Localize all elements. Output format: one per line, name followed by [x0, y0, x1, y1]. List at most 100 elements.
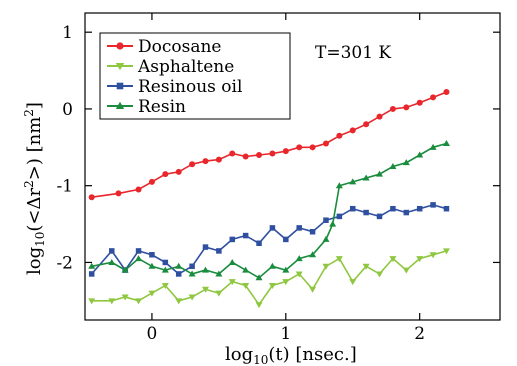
data-point: [376, 271, 384, 278]
data-point: [88, 262, 96, 269]
data-point: [188, 270, 196, 277]
data-point: [402, 267, 410, 274]
data-point: [215, 156, 222, 163]
data-point: [175, 262, 183, 269]
x-axis-label: log10(t) [nsec.]: [225, 344, 357, 366]
legend-entry: Resin: [107, 97, 186, 117]
data-point: [282, 279, 290, 286]
legend-label: Docosane: [138, 37, 222, 57]
data-point: [175, 271, 182, 277]
data-point: [121, 266, 129, 273]
legend-label: Asphaltene: [137, 57, 234, 77]
series-asphaltene: [88, 248, 450, 309]
data-point: [429, 252, 437, 259]
data-point: [135, 255, 143, 262]
data-point: [295, 255, 303, 262]
data-point: [430, 202, 436, 208]
data-point: [295, 271, 303, 278]
data-point: [162, 259, 169, 266]
data-point: [116, 82, 124, 90]
data-point: [335, 256, 343, 263]
legend-entry: Asphaltene: [107, 57, 234, 77]
data-point: [269, 150, 276, 157]
data-point: [201, 266, 209, 273]
data-point: [442, 248, 450, 255]
data-point: [349, 127, 356, 134]
data-point: [335, 182, 343, 189]
data-point: [362, 174, 370, 181]
data-point: [88, 271, 95, 277]
data-point: [403, 209, 410, 216]
legend-box: [99, 32, 291, 120]
data-point: [403, 104, 410, 111]
y-tick-label: -2: [56, 253, 73, 273]
data-point: [108, 258, 116, 265]
x-tick-label: 0: [147, 324, 158, 344]
data-point: [349, 279, 357, 286]
data-point: [216, 248, 222, 254]
data-point: [188, 294, 196, 301]
data-point: [115, 190, 122, 197]
plot-frame: [84, 12, 501, 321]
data-point: [336, 132, 343, 139]
axis-tick-labels: 0 1 2 1 0 -1 -2: [56, 23, 425, 344]
data-point: [283, 236, 289, 243]
data-point: [228, 279, 236, 286]
data-point: [256, 151, 263, 158]
x-tick-label: 1: [280, 324, 291, 344]
data-point: [363, 121, 370, 128]
data-point: [416, 205, 423, 212]
legend-label: Resinous oil: [138, 77, 242, 97]
temperature-annotation: T=301 K: [315, 43, 391, 63]
data-point: [228, 258, 236, 265]
data-point: [121, 294, 129, 301]
data-point: [255, 302, 263, 309]
data-point: [296, 144, 303, 151]
data-point: [256, 240, 262, 246]
data-point: [309, 286, 317, 293]
data-point: [282, 148, 289, 155]
data-point: [202, 158, 209, 165]
data-point: [215, 270, 223, 277]
data-point: [149, 252, 155, 258]
data-point: [242, 282, 250, 289]
data-point: [416, 256, 424, 263]
data-point: [376, 213, 383, 220]
data-point: [309, 144, 316, 151]
data-point: [201, 286, 209, 293]
data-point: [268, 262, 276, 269]
series-resin: [88, 139, 450, 281]
data-point: [115, 63, 125, 71]
series-layer: [88, 89, 450, 309]
legend-entry: Docosane: [107, 37, 222, 57]
y-axis-label: log10(<Δr2>) [nm2]: [22, 102, 47, 275]
data-point: [362, 263, 370, 270]
series-line: [91, 204, 447, 275]
data-point: [430, 94, 437, 101]
data-point: [309, 251, 317, 258]
data-point: [202, 244, 209, 250]
data-point: [282, 266, 290, 273]
data-point: [309, 228, 316, 235]
data-point: [116, 42, 124, 50]
series-docosane: [88, 89, 450, 201]
data-point: [389, 163, 397, 169]
y-tick-label: 0: [62, 100, 73, 120]
data-point: [175, 168, 182, 175]
data-point: [242, 266, 250, 273]
data-point: [175, 298, 183, 305]
data-point: [162, 171, 169, 178]
data-point: [429, 143, 437, 150]
data-point: [322, 263, 330, 270]
data-point: [349, 205, 356, 212]
data-point: [390, 205, 396, 212]
data-point: [229, 236, 236, 243]
data-point: [88, 298, 96, 305]
data-point: [322, 140, 329, 147]
data-point: [242, 232, 249, 239]
data-point: [255, 274, 263, 281]
data-point: [161, 266, 169, 273]
data-point: [148, 290, 156, 297]
